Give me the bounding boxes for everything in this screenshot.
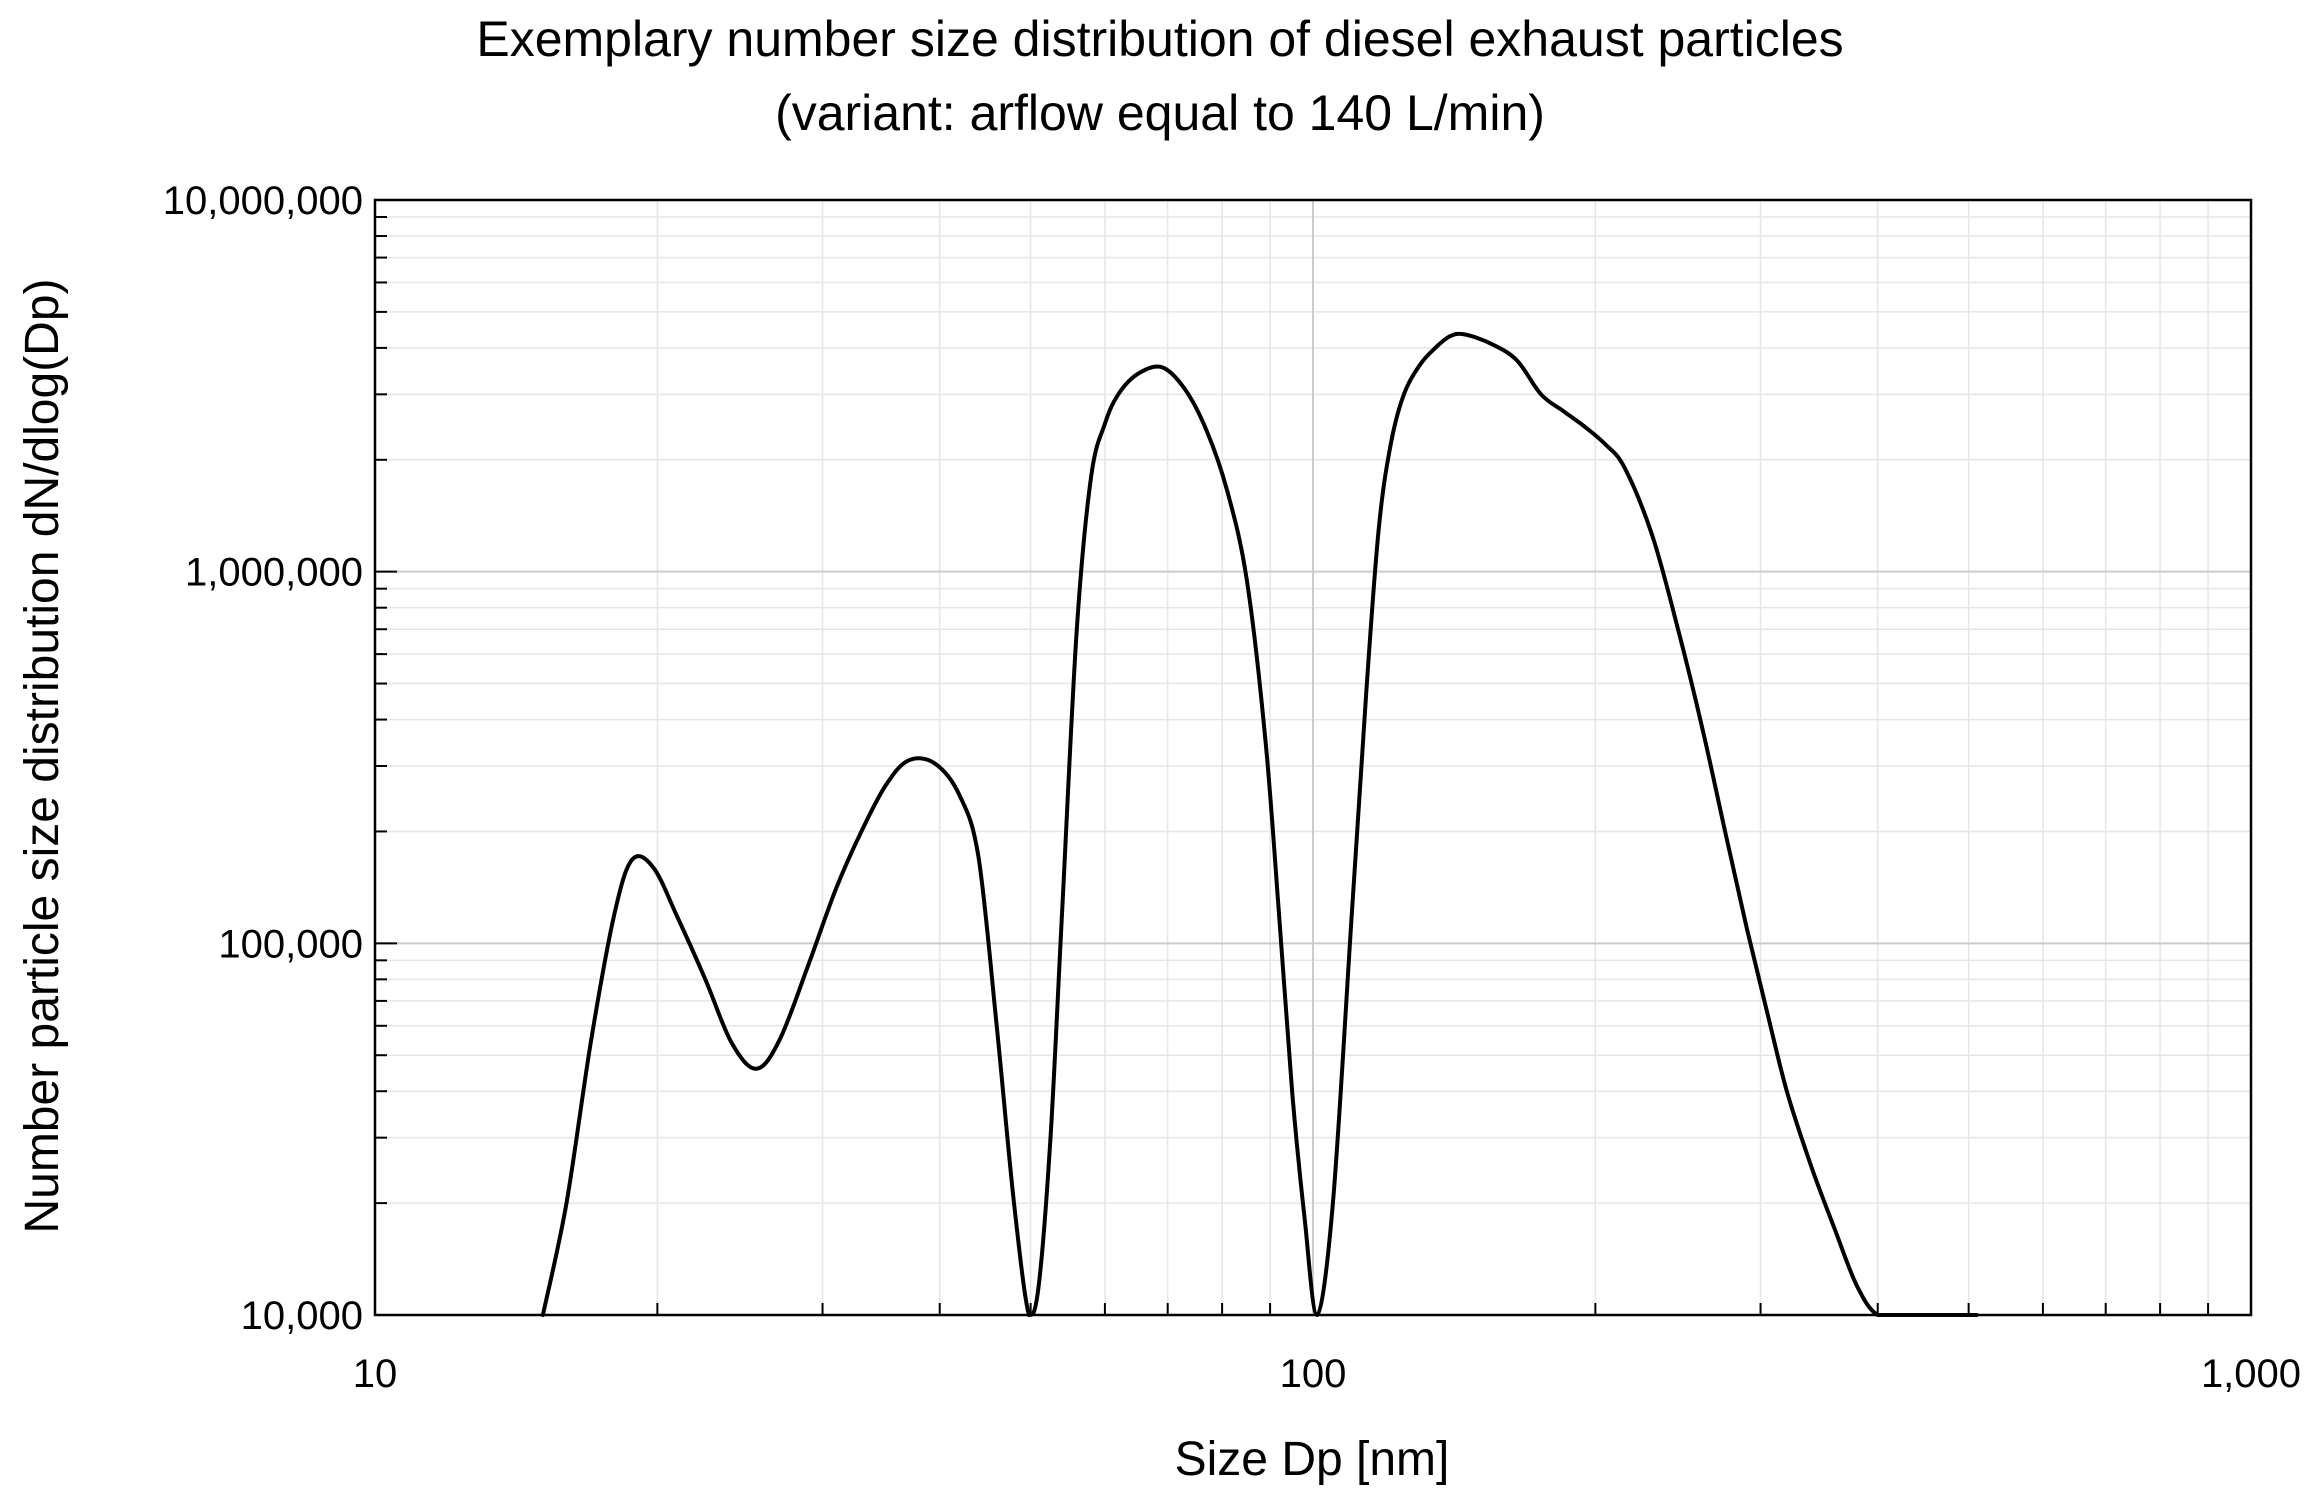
y-tick-labels: 10,000 100,000 1,000,000 10,000,000: [163, 179, 363, 1338]
series-line: [540, 331, 1979, 1317]
y-axis-title: Number particle size distribution dN/dlo…: [16, 278, 69, 1233]
x-tick-label: 1,000: [2201, 1352, 2301, 1396]
y-tick-label: 10,000: [241, 1294, 363, 1338]
x-tick-labels: 10 100 1,000: [353, 1352, 2301, 1396]
x-axis-title: Size Dp [nm]: [1175, 1433, 1450, 1486]
chart-subtitle: (variant: arflow equal to 140 L/min): [775, 85, 1545, 141]
plot-frame: [373, 198, 2253, 1317]
x-tick-label: 10: [353, 1352, 398, 1396]
y-tick-label: 1,000,000: [185, 551, 363, 595]
x-tick-label: 100: [1280, 1352, 1347, 1396]
y-tick-label: 100,000: [218, 922, 363, 966]
y-tick-label: 10,000,000: [163, 179, 363, 223]
chart-title: Exemplary number size distribution of di…: [476, 11, 1843, 67]
